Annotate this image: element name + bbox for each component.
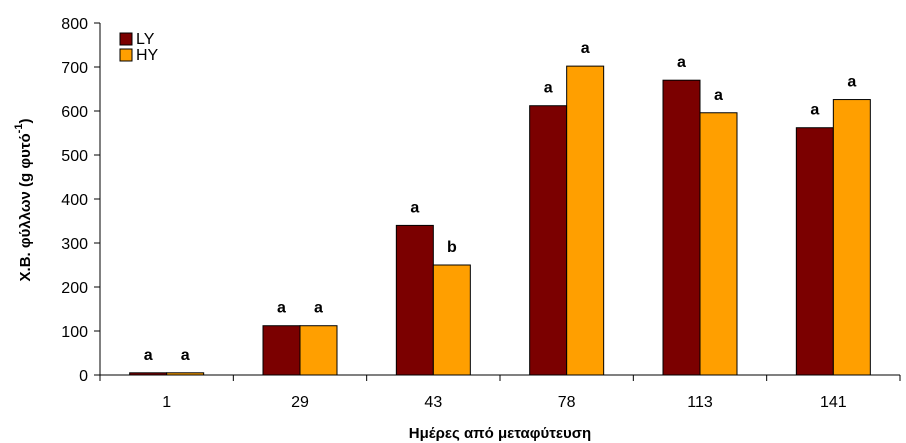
y-axis-title: Χ.Β. φύλλων (g φυτό-1) [13, 119, 34, 282]
y-tick-label: 200 [61, 280, 88, 297]
significance-label-hy-1: a [181, 347, 190, 364]
y-tick-label: 100 [61, 324, 88, 341]
legend-swatch-hy [119, 48, 133, 62]
bar-ly-141 [795, 127, 834, 376]
x-tick-label: 43 [424, 394, 442, 411]
bar-ly-1 [129, 372, 168, 376]
y-axis-title-main: Χ.Β. φύλλων (g φυτό [17, 133, 34, 281]
bar-hy-29 [299, 325, 338, 376]
significance-label-hy-29: a [314, 300, 323, 317]
x-axis-title: Ημέρες από μεταφύτευση [409, 425, 591, 442]
bar-ly-113 [662, 79, 701, 376]
y-tick-label: 0 [79, 368, 88, 385]
y-tick-label: 400 [61, 192, 88, 209]
significance-label-hy-141: a [847, 74, 856, 91]
significance-label-ly-1: a [144, 347, 153, 364]
significance-label-ly-141: a [810, 102, 819, 119]
x-tick-label: 1 [162, 394, 171, 411]
bar-hy-43 [432, 264, 471, 376]
y-axis-title-close: ) [17, 119, 34, 124]
svg-text:Χ.Β. φύλλων (g φυτό-1): Χ.Β. φύλλων (g φυτό-1) [13, 119, 34, 282]
y-tick-label: 600 [61, 104, 88, 121]
bar-hy-78 [566, 65, 605, 376]
bar-ly-78 [529, 105, 568, 376]
y-tick-label: 500 [61, 148, 88, 165]
y-tick-label: 800 [61, 16, 88, 33]
legend-label-hy: HY [136, 47, 159, 64]
plot-area: 0 100 200 300 400 500 600 700 800 1 a a 29 a a 43 a b 78 a a… [61, 16, 901, 411]
significance-label-hy-78: a [581, 40, 590, 57]
x-tick-label: 113 [687, 394, 713, 411]
significance-label-hy-43: b [447, 239, 457, 256]
significance-label-ly-29: a [277, 300, 286, 317]
y-tick-label: 300 [61, 236, 88, 253]
x-tick-label: 78 [558, 394, 576, 411]
y-tick-label: 700 [61, 60, 88, 77]
significance-label-ly-78: a [544, 80, 553, 97]
bar-hy-141 [832, 99, 871, 376]
significance-label-ly-113: a [677, 54, 686, 71]
x-tick-label: 141 [820, 394, 847, 411]
significance-label-ly-43: a [410, 199, 419, 216]
significance-label-hy-113: a [714, 87, 723, 104]
bar-ly-43 [395, 224, 434, 376]
x-tick-label: 29 [291, 394, 309, 411]
bar-hy-113 [699, 112, 738, 376]
legend-label-ly: LY [136, 31, 155, 48]
legend-swatch-ly [119, 32, 133, 46]
bar-hy-1 [166, 372, 205, 376]
y-axis-title-superscript: -1 [13, 124, 25, 134]
bar-ly-29 [262, 325, 301, 376]
